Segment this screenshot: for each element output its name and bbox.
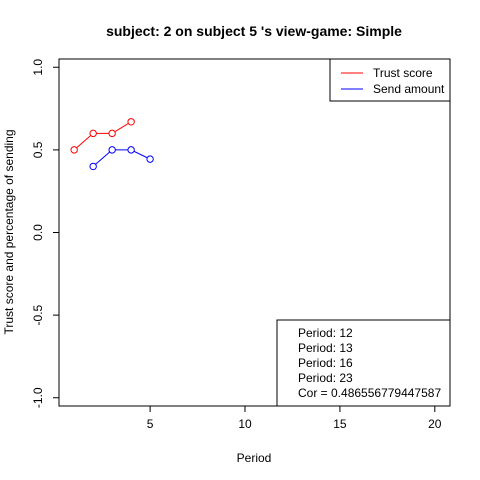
info-correlation: Cor = 0.486556779447587 <box>298 386 441 400</box>
info-period-1: Period: 12 <box>298 326 353 340</box>
point-trust-score-2 <box>108 129 116 138</box>
info-period-3: Period: 16 <box>298 356 353 370</box>
y-axis-label: Trust score and percentage of sending <box>2 129 16 334</box>
info-period-4: Period: 23 <box>298 371 353 385</box>
point-send-amount-1 <box>108 146 116 154</box>
info-box: Period: 12 Period: 13 Period: 16 Period:… <box>276 319 451 407</box>
legend: Trust score Send amount <box>329 58 451 102</box>
point-trust-score-3 <box>127 118 135 126</box>
x-tick-label-2: 15 <box>333 417 347 431</box>
legend-box <box>329 58 451 102</box>
x-tick-label-1: 10 <box>238 417 252 431</box>
point-trust-score-0 <box>70 146 78 154</box>
x-tick-label-0: 5 <box>147 417 154 431</box>
series-line-trust-score <box>73 121 132 151</box>
y-tick-label-4: 1.0 <box>31 59 45 76</box>
info-period-2: Period: 13 <box>298 341 353 355</box>
y-tick-label-2: 0.0 <box>31 224 45 241</box>
chart-title: subject: 2 on subject 5 's view-game: Si… <box>106 23 402 39</box>
point-send-amount-3 <box>146 155 154 163</box>
point-send-amount-0 <box>89 162 97 171</box>
legend-label-send-amount: Send amount <box>373 82 445 96</box>
legend-label-trust-score: Trust score <box>373 66 433 80</box>
y-tick-label-1: -0.5 <box>31 304 45 325</box>
y-tick-label-0: -1.0 <box>31 387 45 408</box>
x-tick-label-3: 20 <box>428 417 442 431</box>
series-line-send-amount <box>92 149 151 167</box>
point-send-amount-2 <box>127 146 135 154</box>
x-axis: 5 10 15 20 <box>147 405 442 431</box>
info-box-frame <box>276 319 451 407</box>
y-axis: -1.0 -0.5 0.0 0.5 1.0 <box>31 59 60 408</box>
y-tick-label-3: 0.5 <box>31 141 45 158</box>
x-axis-label: Period <box>237 451 272 465</box>
series-layer <box>70 118 154 171</box>
point-trust-score-1 <box>89 129 97 138</box>
